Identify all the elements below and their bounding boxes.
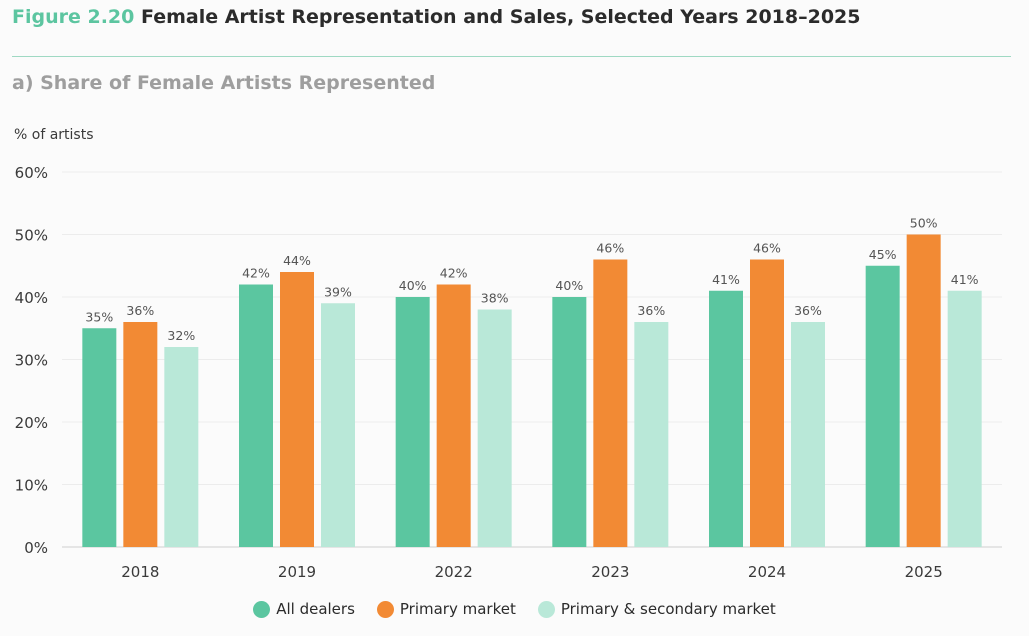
data-label: 39%	[324, 284, 352, 299]
x-tick-label: 2023	[591, 563, 629, 581]
x-tick-label: 2024	[748, 563, 786, 581]
bar	[709, 290, 743, 547]
figure-title-text: Female Artist Representation and Sales, …	[141, 6, 861, 28]
data-label: 35%	[85, 309, 113, 324]
bar	[947, 290, 982, 547]
y-tick-label: 60%	[15, 164, 48, 182]
legend-swatch-primary-market	[376, 600, 394, 618]
data-label: 45%	[869, 247, 897, 262]
data-label: 36%	[126, 303, 154, 318]
legend-item-primary-market: Primary market	[376, 600, 516, 618]
bar	[750, 259, 784, 547]
data-label: 32%	[167, 328, 195, 343]
title-divider	[12, 56, 1011, 57]
bar	[321, 303, 355, 547]
bar	[239, 284, 273, 547]
legend: All dealers Primary market Primary & sec…	[0, 600, 1029, 618]
chart-subtitle: a) Share of Female Artists Represented	[12, 72, 436, 94]
y-tick-label: 20%	[15, 414, 48, 432]
data-label: 44%	[283, 253, 311, 268]
bar	[791, 322, 825, 547]
data-label: 46%	[596, 241, 624, 256]
legend-swatch-all-dealers	[253, 600, 271, 618]
legend-label-primary-market: Primary market	[399, 600, 516, 618]
figure-title: Figure 2.20 Female Artist Representation…	[12, 6, 861, 28]
y-axis-label: % of artists	[14, 127, 94, 143]
y-tick-label: 40%	[15, 289, 48, 307]
data-label: 40%	[555, 278, 583, 293]
data-label: 38%	[481, 291, 509, 306]
bar	[634, 322, 669, 547]
bar	[164, 347, 199, 547]
data-label: 36%	[794, 303, 822, 318]
bar	[477, 309, 512, 547]
data-label: 40%	[399, 278, 427, 293]
x-tick-label: 2025	[905, 563, 943, 581]
x-tick-label: 2019	[278, 563, 316, 581]
bar	[123, 322, 158, 547]
legend-item-all-dealers: All dealers	[253, 600, 355, 618]
bar	[82, 328, 117, 547]
data-label: 41%	[951, 272, 979, 287]
bar	[395, 297, 430, 547]
y-tick-label: 30%	[15, 352, 48, 370]
data-label: 41%	[712, 272, 740, 287]
figure-number: Figure 2.20	[12, 6, 135, 28]
legend-label-all-dealers: All dealers	[276, 600, 355, 618]
x-tick-label: 2022	[435, 563, 473, 581]
data-label: 42%	[440, 266, 468, 281]
bar	[865, 265, 900, 547]
y-tick-label: 50%	[15, 227, 48, 245]
bar	[906, 234, 941, 547]
y-tick-label: 0%	[24, 539, 48, 557]
data-label: 36%	[637, 303, 665, 318]
data-label: 46%	[753, 241, 781, 256]
data-label: 42%	[242, 266, 270, 281]
bar-chart: 0% 10% 20% 30% 40% 50% 60% 35% 36% 32% 2018 42% 44% 3…	[15, 164, 1002, 581]
legend-swatch-primary-secondary	[537, 600, 555, 618]
bar	[436, 284, 471, 547]
y-tick-label: 10%	[15, 477, 48, 495]
legend-item-primary-secondary: Primary & secondary market	[537, 600, 776, 618]
data-label: 50%	[910, 216, 938, 231]
legend-label-primary-secondary: Primary & secondary market	[560, 600, 776, 618]
x-tick-label: 2018	[121, 563, 159, 581]
bar	[552, 297, 587, 547]
bar	[593, 259, 628, 547]
bar	[280, 272, 314, 547]
